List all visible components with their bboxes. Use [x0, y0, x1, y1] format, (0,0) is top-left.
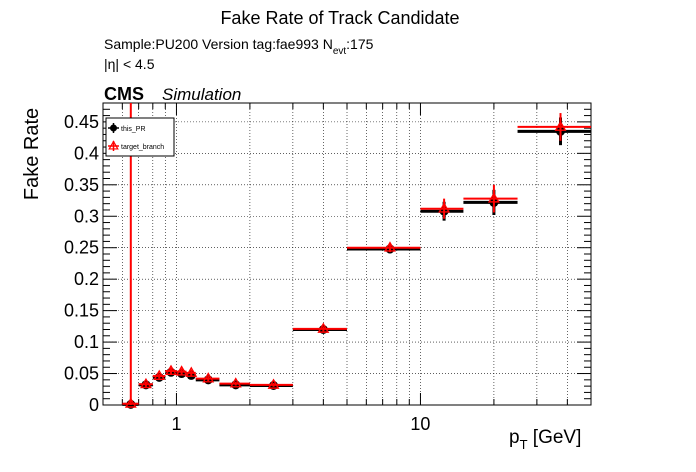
x-axis-label: pT [GeV] — [509, 427, 581, 452]
legend-marker-this-pr — [110, 124, 117, 132]
x-axis-label-sub: T — [520, 437, 528, 452]
data-point — [140, 377, 152, 389]
data-point — [554, 120, 567, 131]
data-point — [165, 364, 177, 375]
legend-box — [105, 117, 175, 157]
legend: this_PR target_branch — [105, 117, 175, 157]
data-layer — [122, 103, 591, 409]
legend-items — [108, 123, 119, 151]
grid-layer — [102, 103, 592, 406]
data-point — [487, 192, 500, 203]
series-this-PR — [122, 117, 591, 409]
chart-title: Fake Rate of Track Candidate — [220, 8, 459, 28]
info-line1-text: Sample:PU200 Version tag:fae993 N — [104, 36, 333, 52]
x-tick-label: 1 — [171, 414, 181, 434]
data-point — [317, 322, 330, 333]
data-point — [202, 372, 215, 383]
data-point — [229, 377, 242, 388]
data-point — [175, 365, 188, 376]
data-point — [153, 369, 166, 381]
data-point — [267, 378, 280, 389]
legend-marker-target-branch — [108, 140, 119, 150]
y-tick-label: 0.35 — [64, 175, 99, 195]
data-point — [124, 397, 137, 408]
info-line2: |η| < 4.5 — [104, 56, 155, 72]
y-tick-label: 0.1 — [74, 332, 99, 352]
y-tick-label: 0.2 — [74, 269, 99, 289]
info-line1-tail: :175 — [346, 36, 373, 52]
ticks-layer: 1 10 0 0.05 0.1 0.15 0.2 0.25 0.3 0.35 0.4 0.45 — [64, 103, 592, 434]
data-point — [185, 366, 198, 377]
info-line1-subscript: evt — [333, 46, 347, 57]
x-tick-label: 10 — [410, 414, 430, 434]
y-tick-label: 0.15 — [64, 301, 99, 321]
cms-label: CMS — [104, 84, 144, 104]
data-point — [438, 202, 451, 213]
x-axis-label-unit: [GeV] — [528, 427, 582, 448]
y-tick-label: 0.05 — [64, 364, 99, 384]
y-tick-label: 0.3 — [74, 206, 99, 226]
x-axis-label-main: p — [509, 427, 520, 448]
legend-label-this-pr: this_PR — [121, 126, 146, 133]
data-point — [384, 241, 396, 252]
y-tick-label: 0.4 — [74, 143, 99, 163]
series-target-branch — [122, 103, 591, 408]
y-tick-label: 0 — [89, 395, 99, 415]
legend-label-target-branch: target_branch — [121, 144, 164, 151]
cms-sublabel: Simulation — [162, 85, 241, 104]
y-tick-label: 0.25 — [64, 238, 99, 258]
info-line1: Sample:PU200 Version tag:fae993 Nevt:175 — [104, 36, 374, 57]
y-axis-label: Fake Rate — [21, 108, 43, 200]
y-tick-label: 0.45 — [64, 112, 99, 132]
